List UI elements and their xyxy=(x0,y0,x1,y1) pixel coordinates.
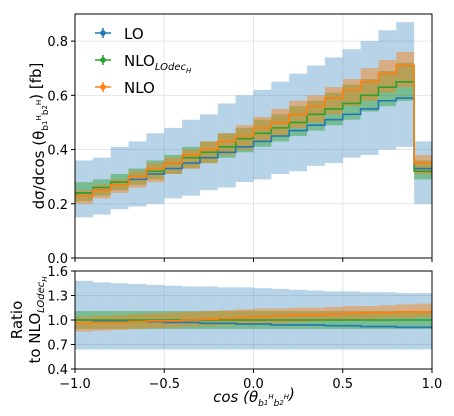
main-y-tick-label: 0.8 xyxy=(47,35,68,50)
main-band-lo-bin xyxy=(307,65,325,166)
legend-lo-marker xyxy=(100,30,106,36)
main-band-nlo-bin xyxy=(217,133,236,155)
ratio-y-tick-label: 1.0 xyxy=(47,314,68,329)
main-band-nlo-bin xyxy=(360,68,379,101)
main-band-lo-bin xyxy=(396,22,415,147)
ratio-y-tick-label: 1.3 xyxy=(47,290,68,305)
main-y-tick-label: 0.4 xyxy=(47,144,68,159)
main-y-axis-label: dσ/dcos (θb1Hb2H) [fb] xyxy=(27,63,51,210)
main-line-lo xyxy=(75,97,432,194)
ratio-band-nlo-bin xyxy=(75,316,93,332)
main-band-nlo-bin xyxy=(235,125,254,150)
main-band-lo-bin xyxy=(75,160,93,218)
ratio-band-lo-bin xyxy=(164,285,183,350)
ratio-band-lo-bin xyxy=(271,288,290,350)
legend-lo-label: LO xyxy=(124,25,144,43)
legend: LO NLOLOdecH NLO xyxy=(95,25,192,97)
ratio-panel-lines xyxy=(75,311,432,329)
x-tick-label: −0.5 xyxy=(148,377,180,392)
ratio-band-lo-bin xyxy=(396,293,415,350)
main-band-nlo-bin xyxy=(324,87,343,115)
main-band-nlo-lodec-h--bin xyxy=(378,70,397,107)
svg-text:Ratio: Ratio xyxy=(8,301,26,340)
ratio-band-nlo-bin xyxy=(92,315,111,331)
main-band-nlo-bin xyxy=(146,163,165,183)
x-axis-ticks: −1.0 −0.5 0.0 0.5 1.0 xyxy=(59,258,442,392)
legend-entry-lo: LO xyxy=(95,25,144,43)
ratio-panel-bands xyxy=(75,280,432,350)
x-tick-label: 0.0 xyxy=(243,377,264,392)
main-band-lo-bin xyxy=(217,103,236,188)
ratio-panel-y-ticks: 0.4 0.7 1.0 1.3 1.6 xyxy=(47,265,75,378)
main-band-nlo-bin xyxy=(307,95,325,123)
ratio-band-lo-bin xyxy=(378,292,397,350)
ratio-band-lo-bin xyxy=(253,288,272,350)
ratio-band-nlo-bin xyxy=(217,310,236,325)
main-band-nlo-bin xyxy=(164,157,183,174)
main-band-nlo-bin xyxy=(396,51,415,88)
main-band-lo-bin xyxy=(324,57,343,164)
ratio-band-lo-bin xyxy=(235,287,254,350)
top-panel-bands xyxy=(75,22,432,218)
legend-entry-nlo: NLO xyxy=(95,79,155,97)
legend-nlo-lodec-marker xyxy=(100,57,106,63)
ratio-band-lo-bin xyxy=(182,286,200,350)
main-band-lo-bin xyxy=(253,89,272,180)
main-band-nlo-lodec-h--bin xyxy=(342,84,361,120)
ratio-band-lo-bin xyxy=(360,292,379,350)
main-band-nlo-bin xyxy=(342,79,361,107)
main-band-lo-bin xyxy=(128,141,147,207)
ratio-y-axis-label: Ratio to NLOLOdecH xyxy=(8,276,49,364)
legend-nlo-label: NLO xyxy=(124,79,155,97)
x-tick-label: −1.0 xyxy=(59,377,91,392)
ratio-band-lo-bin xyxy=(199,286,218,350)
ratio-line-nlo xyxy=(75,311,432,325)
legend-entry-nlo-lodec: NLOLOdecH xyxy=(95,52,192,75)
ratio-y-tick-label: 1.6 xyxy=(47,265,68,280)
main-line-nlo xyxy=(75,64,432,197)
main-band-nlo-bin xyxy=(378,60,397,93)
ratio-band-lo-bin xyxy=(146,284,165,350)
main-band-nlo-bin xyxy=(253,117,272,142)
legend-nlo-lodec-label: NLOLOdecH xyxy=(124,52,192,75)
main-band-nlo-lodec-h--bin xyxy=(307,100,325,131)
main-band-lo-bin xyxy=(92,157,111,215)
ratio-y-tick-label: 0.7 xyxy=(47,339,68,354)
main-band-nlo-lodec-h--bin xyxy=(414,160,432,180)
ratio-band-lo-bin xyxy=(75,280,93,350)
ratio-band-lo-bin xyxy=(110,283,129,350)
ratio-band-lo-bin xyxy=(128,284,147,350)
main-band-nlo-bin xyxy=(182,149,200,169)
ratio-band-nlo-bin xyxy=(253,308,272,324)
x-tick-label: 0.5 xyxy=(332,377,353,392)
x-axis-label: cos (θb1Hb2H) xyxy=(213,385,295,409)
ratio-band-lo-bin xyxy=(414,293,432,350)
ratio-band-lo-bin xyxy=(92,282,111,350)
svg-text:to NLOLOdecH: to NLOLOdecH xyxy=(26,276,49,364)
ratio-band-nlo-bin xyxy=(182,311,200,327)
top-panel-lines xyxy=(75,64,432,197)
main-y-tick-label: 0.6 xyxy=(47,89,68,104)
ratio-band-nlo-bin xyxy=(235,309,254,325)
main-band-lo-bin xyxy=(378,30,397,150)
main-band-lo-bin xyxy=(110,146,129,210)
x-tick-label: 1.0 xyxy=(422,377,443,392)
main-band-lo-bin xyxy=(414,141,432,204)
top-panel-y-ticks: 0.0 0.2 0.4 0.6 0.8 xyxy=(47,35,75,267)
main-y-tick-label: 0.2 xyxy=(47,198,68,213)
main-band-lo-bin xyxy=(360,41,379,155)
legend-nlo-marker xyxy=(100,84,106,90)
ratio-band-nlo-bin xyxy=(199,311,218,326)
ratio-band-nlo-bin xyxy=(414,303,432,318)
main-y-tick-label: 0.0 xyxy=(47,252,68,267)
ratio-y-tick-label: 0.4 xyxy=(47,363,68,378)
ratio-band-nlo-bin xyxy=(378,305,397,319)
